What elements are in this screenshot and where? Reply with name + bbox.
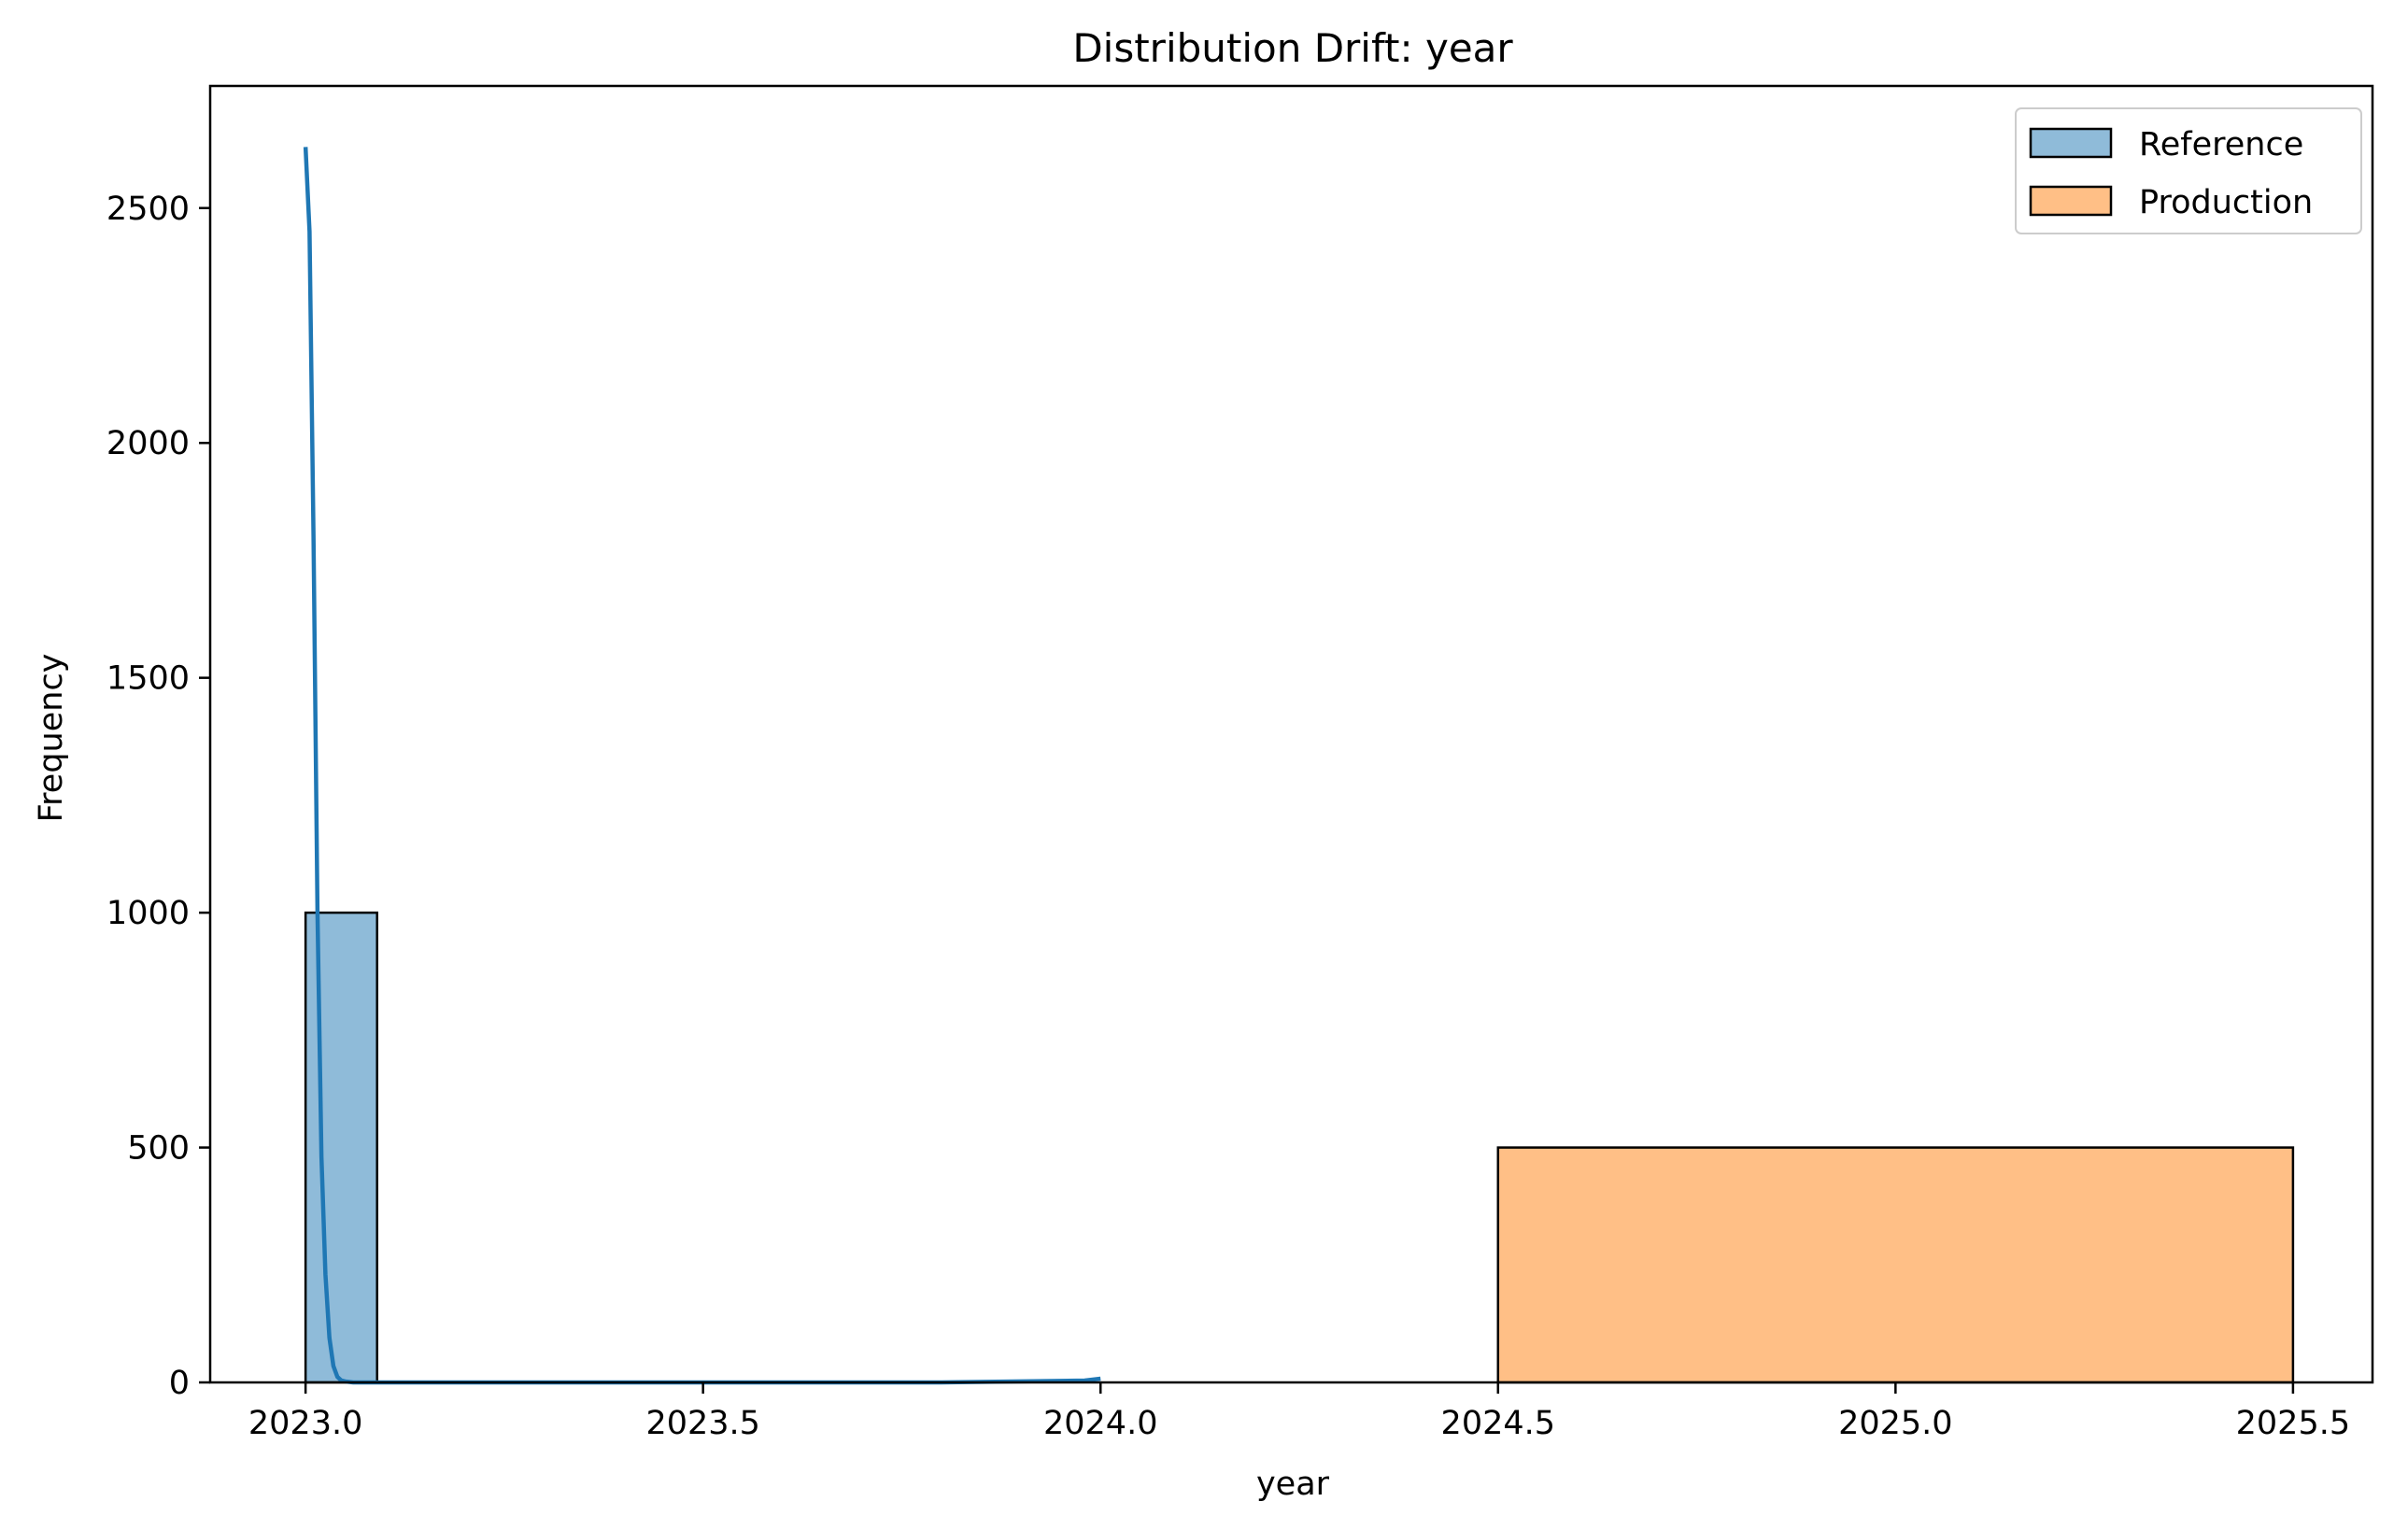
kde-line-reference [303, 147, 1101, 1385]
x-tick-label-4: 2025.0 [1838, 1405, 1952, 1442]
plot-area: 2023.0 2023.5 2024.0 2024.5 2025.0 2025.5 0 500… [106, 84, 2374, 1442]
x-tick-label-0: 2023.0 [248, 1405, 362, 1442]
plot-frame [208, 84, 2374, 1384]
y-tick-label-5: 2500 [106, 191, 190, 228]
y-tick-label-0: 0 [169, 1365, 190, 1402]
x-tick-label-3: 2024.5 [1441, 1405, 1555, 1442]
legend-label-production: Production [2139, 184, 2313, 221]
legend-label-reference: Reference [2139, 126, 2303, 163]
legend: Reference Production [2015, 107, 2362, 234]
legend-swatch-production [2029, 185, 2113, 217]
x-tick-label-2: 2024.0 [1043, 1405, 1157, 1442]
y-axis-label: Frequency [33, 654, 70, 823]
x-tick-label-5: 2025.5 [2236, 1405, 2350, 1442]
x-tick-label-1: 2023.5 [645, 1405, 759, 1442]
chart-title: Distribution Drift: year [1072, 25, 1513, 71]
y-tick-label-2: 1000 [106, 895, 190, 932]
bar-production-0 [1496, 1146, 2295, 1384]
y-tick-label-3: 1500 [106, 660, 190, 698]
legend-swatch-reference [2029, 127, 2113, 159]
y-tick-label-1: 500 [127, 1130, 190, 1168]
bar-reference-0 [304, 911, 378, 1384]
x-axis-label: year [1256, 1466, 1330, 1503]
y-tick-label-4: 2000 [106, 425, 190, 462]
